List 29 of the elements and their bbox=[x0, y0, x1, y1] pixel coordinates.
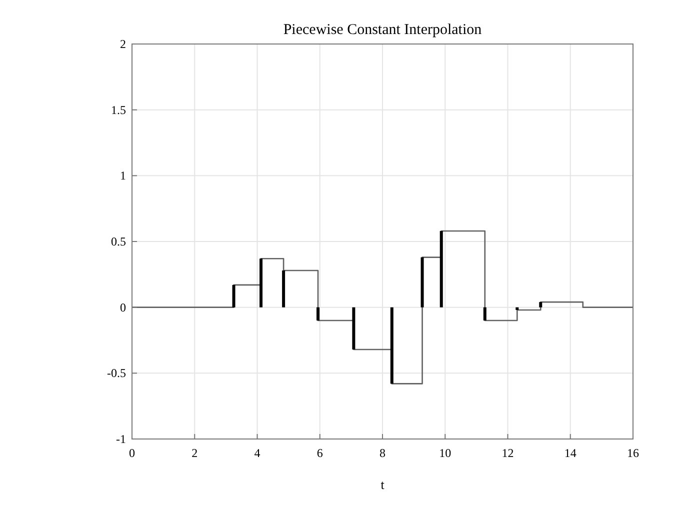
y-tick-label: 0.5 bbox=[111, 234, 126, 248]
y-tick-label: -1 bbox=[116, 432, 126, 446]
x-tick-label: 12 bbox=[502, 446, 514, 460]
bar bbox=[483, 307, 486, 320]
x-tick-label: 4 bbox=[254, 446, 260, 460]
x-tick-label: 14 bbox=[564, 446, 576, 460]
bar bbox=[390, 307, 394, 384]
x-tick-label: 10 bbox=[439, 446, 452, 460]
bar bbox=[282, 270, 286, 308]
x-axis-title: t bbox=[380, 477, 385, 492]
x-tick-label: 16 bbox=[627, 446, 639, 460]
x-tick-label: 0 bbox=[129, 446, 135, 460]
bar bbox=[232, 284, 236, 308]
x-tick-label: 2 bbox=[192, 446, 198, 460]
y-tick-label: 2 bbox=[120, 37, 126, 51]
bar bbox=[516, 307, 519, 310]
y-tick-label: 1 bbox=[120, 168, 126, 183]
bar bbox=[420, 257, 424, 308]
bar bbox=[440, 230, 443, 308]
bar bbox=[316, 307, 320, 320]
x-tick-label: 6 bbox=[316, 446, 323, 460]
y-tick-label: 1.5 bbox=[111, 102, 126, 117]
y-tick-label: -0.5 bbox=[107, 366, 126, 380]
bar bbox=[352, 307, 356, 350]
bar bbox=[539, 302, 542, 308]
y-tick-label: 0 bbox=[120, 300, 126, 314]
chart-title: Piecewise Constant Interpolation bbox=[283, 22, 482, 38]
bar bbox=[260, 258, 263, 308]
x-tick-label: 8 bbox=[380, 446, 386, 460]
